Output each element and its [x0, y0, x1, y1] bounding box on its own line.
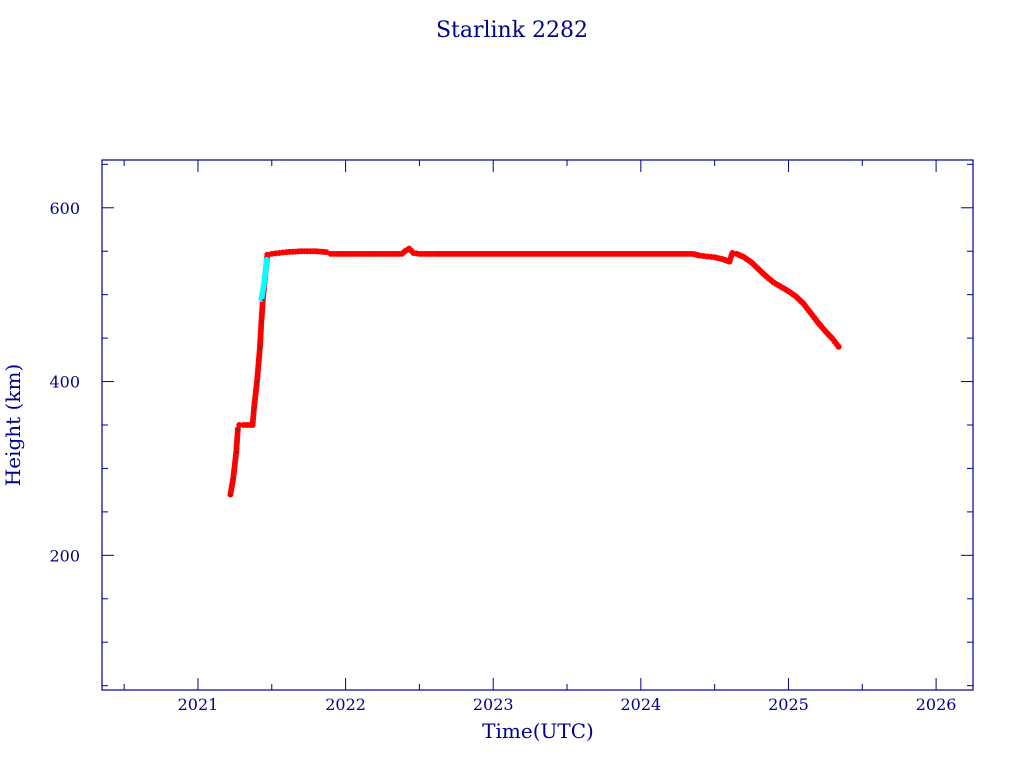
axes: 2021 2022 2023 2024 2025 2026 200 400 600 [49, 160, 973, 714]
y-tick-label: 200 [49, 546, 80, 565]
data-point-marker [256, 381, 259, 384]
data-point-marker [229, 494, 233, 497]
y-axis-label: Height (km) [1, 364, 25, 486]
data-point-marker [262, 298, 265, 302]
data-point [263, 256, 270, 263]
data-point-marker [232, 476, 236, 480]
x-tick-label: 2021 [178, 695, 219, 714]
x-tick-label: 2023 [473, 695, 514, 714]
data-point [236, 422, 243, 428]
data-point [835, 343, 842, 350]
x-tick-label: 2022 [325, 695, 366, 714]
y-tick-label: 400 [49, 373, 80, 392]
x-tick-label: 2026 [916, 695, 957, 714]
data-marks [227, 245, 842, 498]
data-point-marker [253, 407, 256, 410]
data-point-marker [260, 320, 264, 323]
data-point-marker [259, 346, 262, 350]
data-point-marker [235, 450, 239, 454]
series-1 [258, 256, 270, 303]
chart-title: Starlink 2282 [436, 18, 588, 43]
x-tick-label: 2025 [768, 695, 809, 714]
plot-frame [101, 159, 974, 691]
x-axis-label: Time(UTC) [482, 719, 594, 743]
x-tick-label: 2024 [620, 695, 661, 714]
series-0 [227, 245, 842, 498]
y-tick-label: 600 [49, 199, 80, 218]
data-point-marker [237, 429, 240, 432]
